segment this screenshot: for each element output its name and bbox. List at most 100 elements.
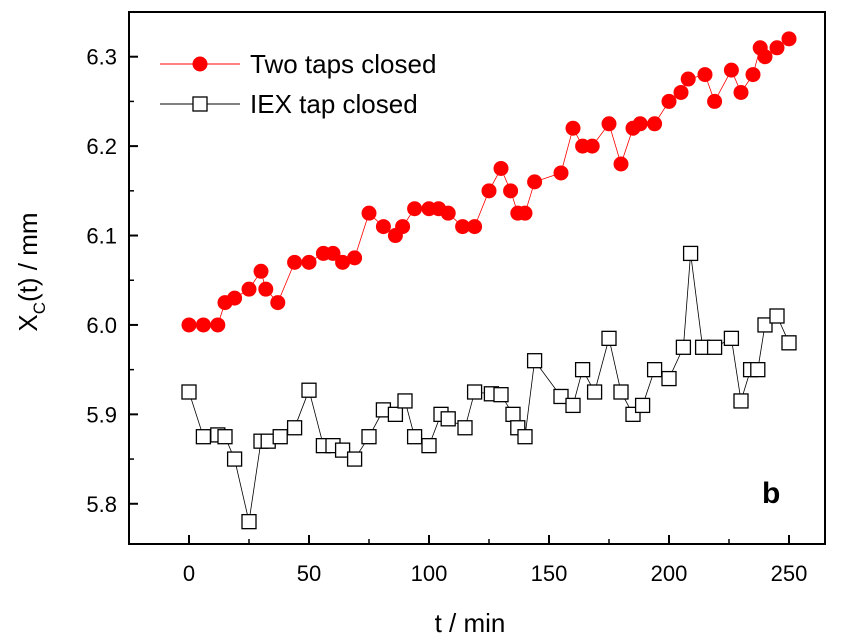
y-tick-label: 6.3	[86, 45, 117, 70]
data-point-iex-tap	[601, 330, 617, 347]
data-point-two-taps	[769, 40, 785, 56]
y-axis-title-rest: (t) / mm	[13, 212, 43, 302]
x-tick-label: 50	[297, 561, 321, 586]
legend-label-iex-tap: IEX tap closed	[250, 89, 418, 119]
data-point-iex-tap	[361, 429, 377, 445]
x-tick-label: 100	[411, 561, 448, 586]
data-point-iex-tap	[574, 361, 591, 378]
data-point-iex-tap	[181, 384, 197, 400]
data-point-iex-tap	[272, 429, 288, 445]
y-tick-label: 6.2	[86, 134, 117, 159]
data-point-two-taps	[258, 281, 274, 297]
y-tick-label: 6.0	[86, 313, 117, 338]
data-point-two-taps	[745, 67, 761, 83]
series-layer	[181, 31, 797, 530]
data-point-two-taps	[601, 116, 617, 132]
data-point-two-taps	[527, 174, 543, 190]
data-point-two-taps	[375, 219, 391, 235]
data-point-two-taps	[325, 245, 341, 261]
data-point-two-taps	[673, 84, 689, 100]
y-axis-title-main: X	[13, 314, 43, 331]
data-point-iex-tap	[421, 437, 437, 454]
data-point-iex-tap	[226, 451, 243, 467]
legend-label-two-taps: Two taps closed	[250, 49, 436, 79]
data-point-two-taps	[680, 71, 696, 87]
ticks-layer: 0 50 100 150 200 250 5.8 5.9 6.0 6.1 6.2 6.3	[86, 45, 807, 586]
legend: Two taps closed IEX tap closed	[160, 49, 436, 119]
data-point-iex-tap	[406, 429, 423, 445]
data-point-iex-tap	[526, 353, 543, 369]
data-point-two-taps	[723, 62, 739, 78]
x-tick-label: 150	[531, 561, 568, 586]
data-point-two-taps	[632, 116, 648, 132]
data-point-two-taps	[287, 254, 303, 270]
data-point-iex-tap	[613, 384, 629, 400]
data-point-iex-tap	[781, 335, 797, 351]
data-point-iex-tap	[757, 317, 773, 333]
data-point-two-taps	[733, 84, 749, 100]
data-point-two-taps	[241, 281, 257, 297]
y-tick-label: 5.9	[86, 402, 117, 427]
data-point-two-taps	[347, 250, 363, 266]
data-point-iex-tap	[301, 382, 317, 398]
data-point-two-taps	[584, 138, 600, 154]
data-point-iex-tap	[286, 420, 303, 436]
data-point-iex-tap	[505, 406, 521, 423]
legend-marker-two-taps	[192, 56, 208, 72]
data-point-two-taps	[517, 205, 533, 221]
data-point-two-taps	[210, 317, 226, 333]
data-point-two-taps	[757, 49, 773, 65]
data-point-iex-tap	[750, 361, 766, 378]
data-point-two-taps	[227, 290, 243, 306]
data-point-iex-tap	[682, 245, 699, 262]
data-point-iex-tap	[217, 429, 233, 445]
data-point-iex-tap	[440, 411, 456, 427]
x-axis-title: t / min	[435, 608, 506, 638]
x-tick-label: 0	[183, 561, 195, 586]
data-point-two-taps	[613, 156, 629, 172]
series-line-0	[189, 38, 790, 326]
data-point-iex-tap	[493, 387, 509, 403]
data-point-two-taps	[440, 205, 456, 221]
data-point-two-taps	[335, 254, 351, 270]
data-point-iex-tap	[195, 429, 212, 445]
data-point-iex-tap	[769, 308, 785, 324]
data-point-iex-tap	[397, 393, 413, 409]
y-tick-label: 5.8	[86, 492, 117, 517]
data-point-two-taps	[195, 317, 211, 333]
data-point-iex-tap	[517, 429, 533, 445]
data-point-two-taps	[270, 295, 286, 311]
y-axis-title-subscript: C	[30, 302, 49, 314]
data-point-two-taps	[707, 93, 723, 109]
data-point-two-taps	[407, 201, 423, 217]
x-tick-label: 250	[771, 561, 808, 586]
data-point-iex-tap	[646, 361, 663, 378]
data-point-iex-tap	[706, 339, 723, 355]
data-point-iex-tap	[565, 397, 581, 414]
data-point-two-taps	[647, 116, 663, 132]
data-point-iex-tap	[387, 406, 404, 423]
x-tick-label: 200	[651, 561, 688, 586]
panel-label: b	[762, 477, 780, 510]
data-point-two-taps	[503, 183, 519, 199]
data-point-two-taps	[361, 205, 377, 221]
data-point-iex-tap	[334, 442, 351, 458]
data-point-two-taps	[301, 254, 317, 270]
data-point-iex-tap	[241, 513, 257, 530]
data-point-two-taps	[181, 317, 197, 333]
plot-frame	[128, 11, 826, 545]
y-tick-label: 6.1	[86, 224, 117, 249]
data-point-iex-tap	[457, 420, 473, 436]
data-point-iex-tap	[723, 330, 740, 347]
data-point-two-taps	[661, 93, 677, 109]
data-point-iex-tap	[661, 370, 677, 387]
y-axis-title: XC(t) / mm	[13, 212, 49, 331]
data-point-iex-tap	[675, 339, 692, 355]
data-point-iex-tap	[346, 451, 363, 467]
data-point-iex-tap	[634, 397, 651, 414]
data-point-two-taps	[455, 219, 471, 235]
data-point-iex-tap	[586, 384, 603, 400]
data-point-two-taps	[467, 219, 483, 235]
data-point-iex-tap	[466, 384, 483, 400]
